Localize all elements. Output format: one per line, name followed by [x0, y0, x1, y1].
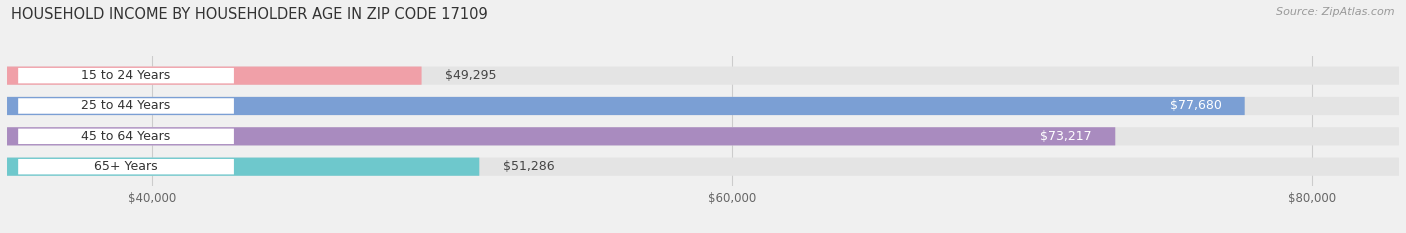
Text: $73,217: $73,217	[1040, 130, 1092, 143]
FancyBboxPatch shape	[7, 127, 1399, 145]
FancyBboxPatch shape	[18, 159, 233, 175]
Text: $51,286: $51,286	[502, 160, 554, 173]
Text: Source: ZipAtlas.com: Source: ZipAtlas.com	[1277, 7, 1395, 17]
Text: 25 to 44 Years: 25 to 44 Years	[82, 99, 170, 113]
Text: HOUSEHOLD INCOME BY HOUSEHOLDER AGE IN ZIP CODE 17109: HOUSEHOLD INCOME BY HOUSEHOLDER AGE IN Z…	[11, 7, 488, 22]
FancyBboxPatch shape	[18, 129, 233, 144]
FancyBboxPatch shape	[7, 158, 1399, 176]
FancyBboxPatch shape	[7, 127, 1115, 145]
Text: $77,680: $77,680	[1170, 99, 1222, 113]
FancyBboxPatch shape	[18, 98, 233, 114]
Text: $49,295: $49,295	[444, 69, 496, 82]
FancyBboxPatch shape	[7, 97, 1244, 115]
FancyBboxPatch shape	[7, 67, 422, 85]
FancyBboxPatch shape	[18, 68, 233, 83]
Text: 15 to 24 Years: 15 to 24 Years	[82, 69, 170, 82]
FancyBboxPatch shape	[7, 158, 479, 176]
FancyBboxPatch shape	[7, 67, 1399, 85]
FancyBboxPatch shape	[7, 97, 1399, 115]
Text: 45 to 64 Years: 45 to 64 Years	[82, 130, 170, 143]
Text: 65+ Years: 65+ Years	[94, 160, 157, 173]
